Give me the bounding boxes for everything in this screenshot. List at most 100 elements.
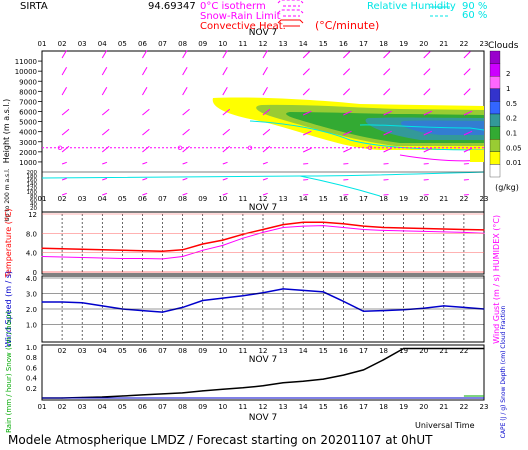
wind-arrow-19-1 [423,68,431,76]
wind-arrow-7-1 [182,66,188,76]
rain-hour-06: 06 [138,347,147,355]
temp-point-1-12 [282,226,284,229]
low-ytick-200: 200 [27,170,38,176]
temp-point-1-14 [322,225,324,227]
cloud-heatmap [41,97,485,197]
top-hour-06: 06 [138,40,147,48]
colorbar-tick-0.5: 0.5 [506,100,517,108]
wind-arrow-5-4 [142,128,150,136]
rain-ytick-0.6: 0.6 [26,364,38,372]
mid-hour-22: 22 [459,195,468,203]
bottom-hour-14: 14 [299,403,308,411]
rh-level-60: 60 % [462,10,487,21]
cloud-ytick-label-5000: 5000 [19,119,37,127]
top-hour-03: 03 [78,40,87,48]
wind-arrow-1-5 [61,145,70,153]
wind-arrow-1-7 [61,177,67,181]
bottom-hour-15: 15 [319,403,328,411]
top-hour-20: 20 [419,40,428,48]
wind-point-0-18 [403,309,405,311]
mid-hour-05: 05 [118,195,127,203]
bottom-hour-20: 20 [419,403,428,411]
mid-hour-18: 18 [379,195,388,203]
rain-hour-22: 22 [459,347,468,355]
colorbar-tick-0.1: 0.1 [506,130,517,138]
wind-arrow-3-1 [101,66,108,76]
rain-point-0-14 [322,378,324,380]
wind-ytick-4.0: 4.0 [26,275,37,283]
colorbar-tick-0.01: 0.01 [506,159,522,167]
low-ytick-40: 40 [30,202,37,208]
rain-ylabel: Rain (mm / hour) Snow (cm / hour) [5,311,13,433]
bottom-hour-05: 05 [118,403,127,411]
wind-arrow-9-3 [222,108,231,116]
bottom-date-label: NOV 7 [249,413,277,423]
top-hour-23: 23 [480,40,489,48]
temp-point-1-10 [242,237,244,239]
temp-point-0-0 [41,247,43,249]
rain-hour-04: 04 [98,347,107,355]
rain-ytick-0.4: 0.4 [26,375,38,383]
rain-point-0-6 [161,393,164,395]
bottom-hour-01: 01 [38,403,47,411]
wind-point-0-19 [423,307,425,309]
mid-hour-04: 04 [98,195,107,203]
wind-point-0-6 [161,311,164,313]
top-date-label: NOV 7 [249,28,277,38]
rain-ytick-1.0: 1.0 [26,344,37,352]
wind-arrow-5-7 [142,177,148,181]
wind-arrow-5-1 [142,66,148,76]
wind-arrow-11-6 [262,161,268,165]
low-ytick-80: 80 [30,194,37,200]
bottom-hour-19: 19 [399,403,408,411]
rh-contour-drop [299,175,381,197]
wind-arrow-1-0 [61,49,68,59]
rain-hour-18: 18 [379,347,388,355]
temp-point-0-20 [443,228,445,230]
wind-ytick-1.0: 1.0 [26,322,37,330]
wind-arrow-17-2 [383,88,391,96]
temp-ytick-8.0: 8.0 [26,230,37,238]
temp-ytick-0: 0 [33,269,37,277]
temperature-plot: 0 4.0 8.0 12 [26,211,485,277]
wind-arrows [61,49,473,196]
legend-item-2: Convective Heat. [200,21,286,32]
temp-point-1-18 [403,230,405,232]
rain-point-0-15 [342,374,344,376]
wind-arrow-7-3 [182,108,190,116]
rain-point-0-17 [382,359,385,361]
temp-point-0-22 [483,229,485,231]
cloud-y-axis: 1000 2000 3000 4000 5000 6000 7000 8000 9000 1000… [15,58,373,167]
wind-point-0-1 [61,301,63,303]
wind-arrow-7-0 [182,49,188,59]
rain-hour-15: 15 [319,347,328,355]
rain-hour-07: 07 [158,347,167,355]
bottom-hour-axis: 01 02 03 04 05 06 07 08 09 10 11 12 13 14 15 16 17 18 19 20… [38,403,489,411]
wind-ytick-2.0: 2.0 [26,306,37,314]
wind-arrow-11-7 [262,177,268,181]
bottom-hour-06: 06 [138,403,147,411]
rain-date-label: NOV 7 [249,355,277,365]
wind-arrow-9-5 [222,145,231,153]
wind-point-0-20 [443,305,445,307]
wind-arrow-7-6 [182,161,188,165]
mid-hour-17: 17 [359,195,368,203]
wind-arrow-19-0 [423,51,431,59]
mid-hour-20: 20 [419,195,428,203]
bottom-hour-11: 11 [238,403,247,411]
wind-arrow-21-2 [463,88,471,96]
colorbar-swatch-4 [489,101,501,115]
wind-arrow-11-4 [262,128,271,136]
temp-point-1-9 [222,244,224,247]
temp-point-0-17 [382,226,385,229]
wind-point-0-8 [202,299,204,302]
rain-point-0-21 [463,347,465,350]
temp-point-0-11 [262,228,264,231]
legend-unit: (°C/minute) [315,19,379,32]
temp-point-0-16 [362,225,365,227]
temp-point-0-3 [101,249,103,251]
wind-arrow-5-2 [142,86,148,96]
wind-point-0-21 [463,306,465,309]
mid-hour-21: 21 [439,195,448,203]
wind-point-0-3 [101,305,103,307]
